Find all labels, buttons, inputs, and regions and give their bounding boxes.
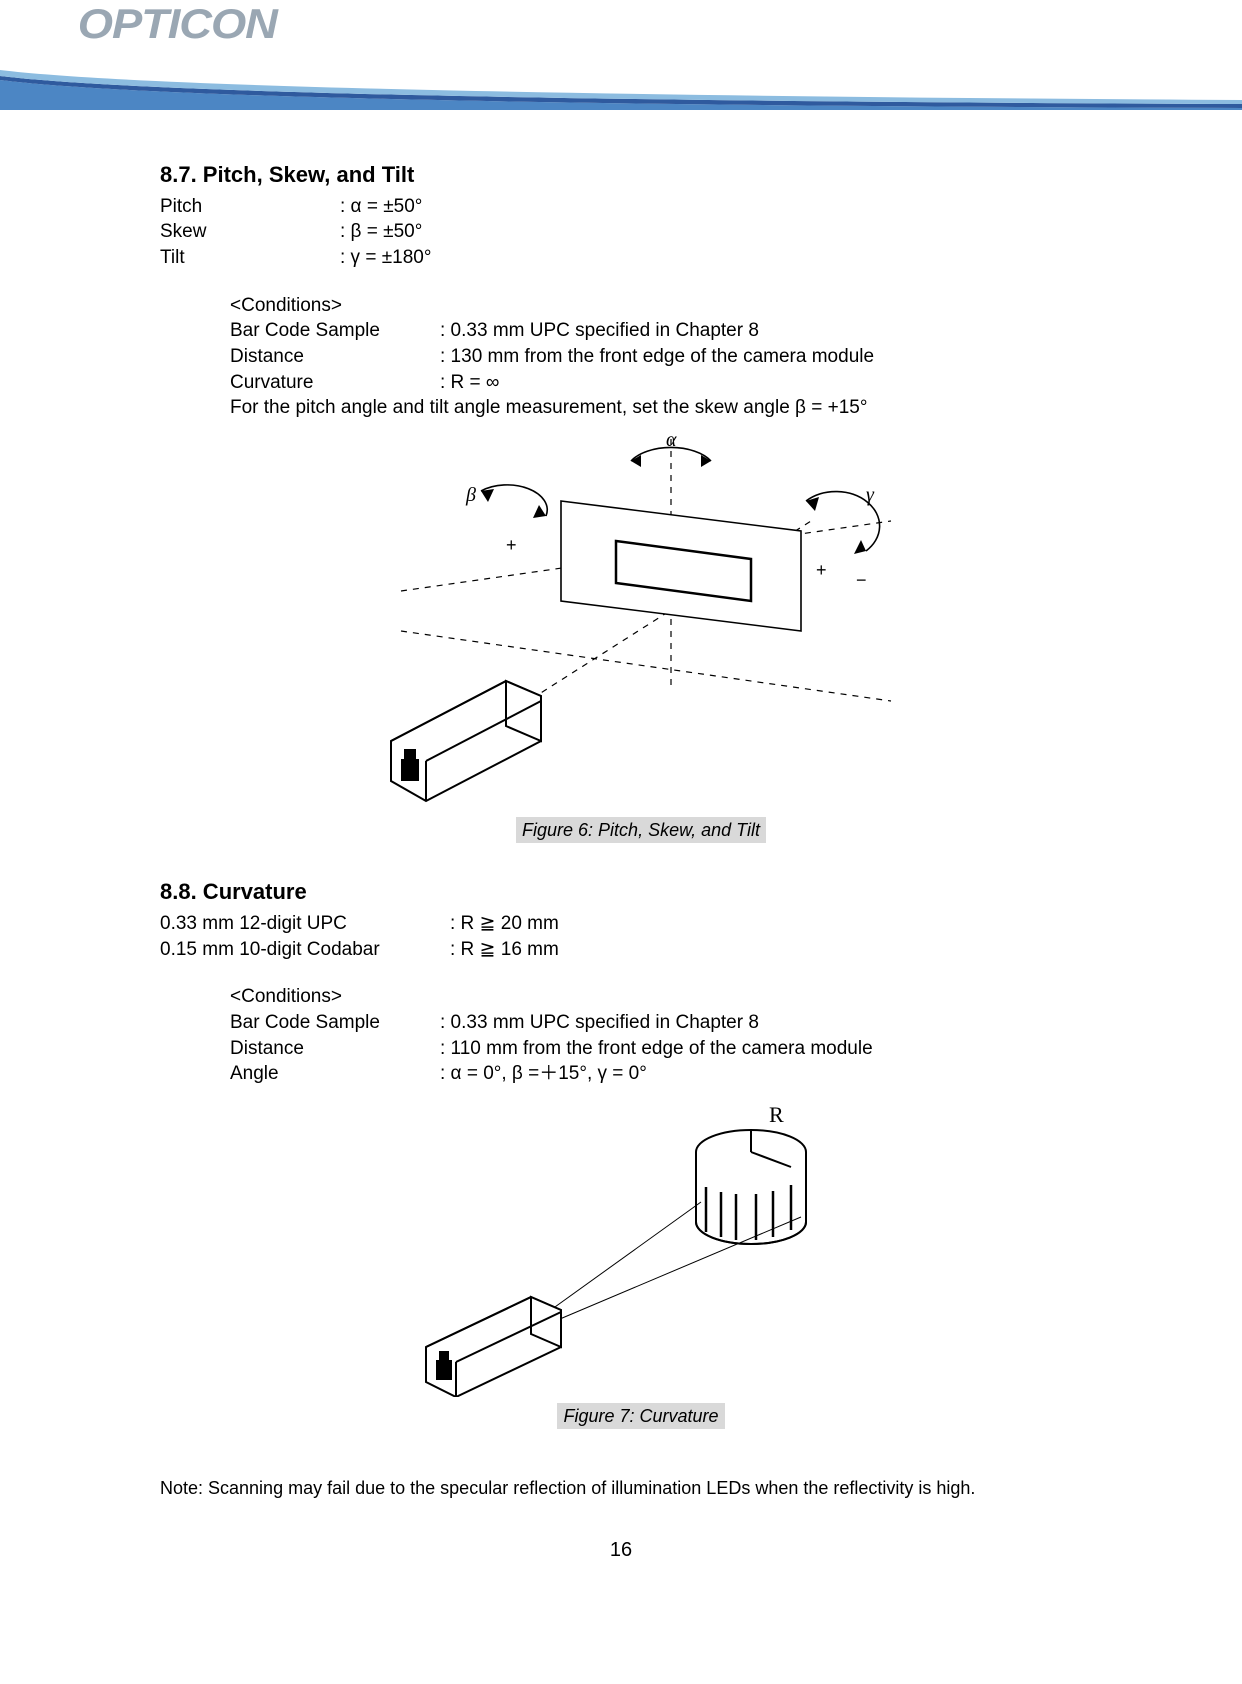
section-8-7-title: 8.7. Pitch, Skew, and Tilt bbox=[160, 160, 1122, 190]
conditions-block: <Conditions> Bar Code Sample : 0.33 mm U… bbox=[230, 293, 1122, 421]
spec-value: : R ≧ 20 mm bbox=[450, 911, 559, 937]
page-content: 8.7. Pitch, Skew, and Tilt Pitch : α = ±… bbox=[0, 100, 1242, 1454]
spec-label: 0.15 mm 10-digit Codabar bbox=[160, 937, 450, 963]
condition-label: Distance bbox=[230, 344, 440, 370]
spec-row: 0.15 mm 10-digit Codabar : R ≧ 16 mm bbox=[160, 937, 1122, 963]
r-label: R bbox=[769, 1102, 784, 1127]
conditions-header: <Conditions> bbox=[230, 984, 1122, 1010]
footnote: Note: Scanning may fail due to the specu… bbox=[0, 1478, 1242, 1499]
conditions-footer: For the pitch angle and tilt angle measu… bbox=[230, 395, 1122, 421]
condition-value: : α = 0°, β =＋15°, γ = 0° bbox=[440, 1061, 647, 1087]
condition-label: Curvature bbox=[230, 370, 440, 396]
beta-label: β bbox=[465, 484, 476, 506]
spec-value: : β = ±50° bbox=[340, 219, 422, 245]
condition-value: : R = ∞ bbox=[440, 370, 499, 396]
spec-row: 0.33 mm 12-digit UPC : R ≧ 20 mm bbox=[160, 911, 1122, 937]
section-8-8-title: 8.8. Curvature bbox=[160, 877, 1122, 907]
minus-label: − bbox=[856, 570, 867, 590]
plus-label: + bbox=[506, 535, 517, 555]
condition-value: : 110 mm from the front edge of the came… bbox=[440, 1036, 873, 1062]
spec-value: : γ = ±180° bbox=[340, 245, 431, 271]
spec-label: 0.33 mm 12-digit UPC bbox=[160, 911, 450, 937]
alpha-label: α bbox=[666, 431, 677, 451]
gamma-label: γ bbox=[866, 484, 875, 506]
page-header: OPTICON bbox=[0, 0, 1242, 100]
condition-label: Angle bbox=[230, 1061, 440, 1087]
figure-7: R Fig bbox=[160, 1097, 1122, 1430]
spec-label: Tilt bbox=[160, 245, 340, 271]
plus-label: + bbox=[816, 560, 827, 580]
condition-row: Curvature : R = ∞ bbox=[230, 370, 1122, 396]
figure-6: α β + γ + − bbox=[160, 431, 1122, 844]
spec-label: Skew bbox=[160, 219, 340, 245]
spec-value: : R ≧ 16 mm bbox=[450, 937, 559, 963]
condition-value: : 130 mm from the front edge of the came… bbox=[440, 344, 874, 370]
condition-row: Angle : α = 0°, β =＋15°, γ = 0° bbox=[230, 1061, 1122, 1087]
condition-label: Bar Code Sample bbox=[230, 1010, 440, 1036]
condition-row: Bar Code Sample : 0.33 mm UPC specified … bbox=[230, 318, 1122, 344]
figure-7-caption: Figure 7: Curvature bbox=[557, 1403, 724, 1429]
page-number: 16 bbox=[0, 1539, 1242, 1562]
spec-value: : α = ±50° bbox=[340, 194, 422, 220]
conditions-header: <Conditions> bbox=[230, 293, 1122, 319]
conditions-block: <Conditions> Bar Code Sample : 0.33 mm U… bbox=[230, 984, 1122, 1087]
condition-label: Bar Code Sample bbox=[230, 318, 440, 344]
figure-6-caption: Figure 6: Pitch, Skew, and Tilt bbox=[516, 817, 766, 843]
header-stripe bbox=[0, 70, 1242, 110]
condition-row: Distance : 110 mm from the front edge of… bbox=[230, 1036, 1122, 1062]
brand-logo: OPTICON bbox=[0, 0, 1242, 48]
condition-row: Distance : 130 mm from the front edge of… bbox=[230, 344, 1122, 370]
spec-row: Skew : β = ±50° bbox=[160, 219, 1122, 245]
spec-row: Tilt : γ = ±180° bbox=[160, 245, 1122, 271]
pitch-skew-tilt-diagram: α β + γ + − bbox=[331, 431, 951, 811]
spec-label: Pitch bbox=[160, 194, 340, 220]
curvature-diagram: R bbox=[381, 1097, 901, 1397]
spec-row: Pitch : α = ±50° bbox=[160, 194, 1122, 220]
condition-row: Bar Code Sample : 0.33 mm UPC specified … bbox=[230, 1010, 1122, 1036]
page: OPTICON 8.7. Pitch, Skew, and Tilt Pitch… bbox=[0, 0, 1242, 1684]
condition-value: : 0.33 mm UPC specified in Chapter 8 bbox=[440, 318, 759, 344]
condition-label: Distance bbox=[230, 1036, 440, 1062]
condition-value: : 0.33 mm UPC specified in Chapter 8 bbox=[440, 1010, 759, 1036]
